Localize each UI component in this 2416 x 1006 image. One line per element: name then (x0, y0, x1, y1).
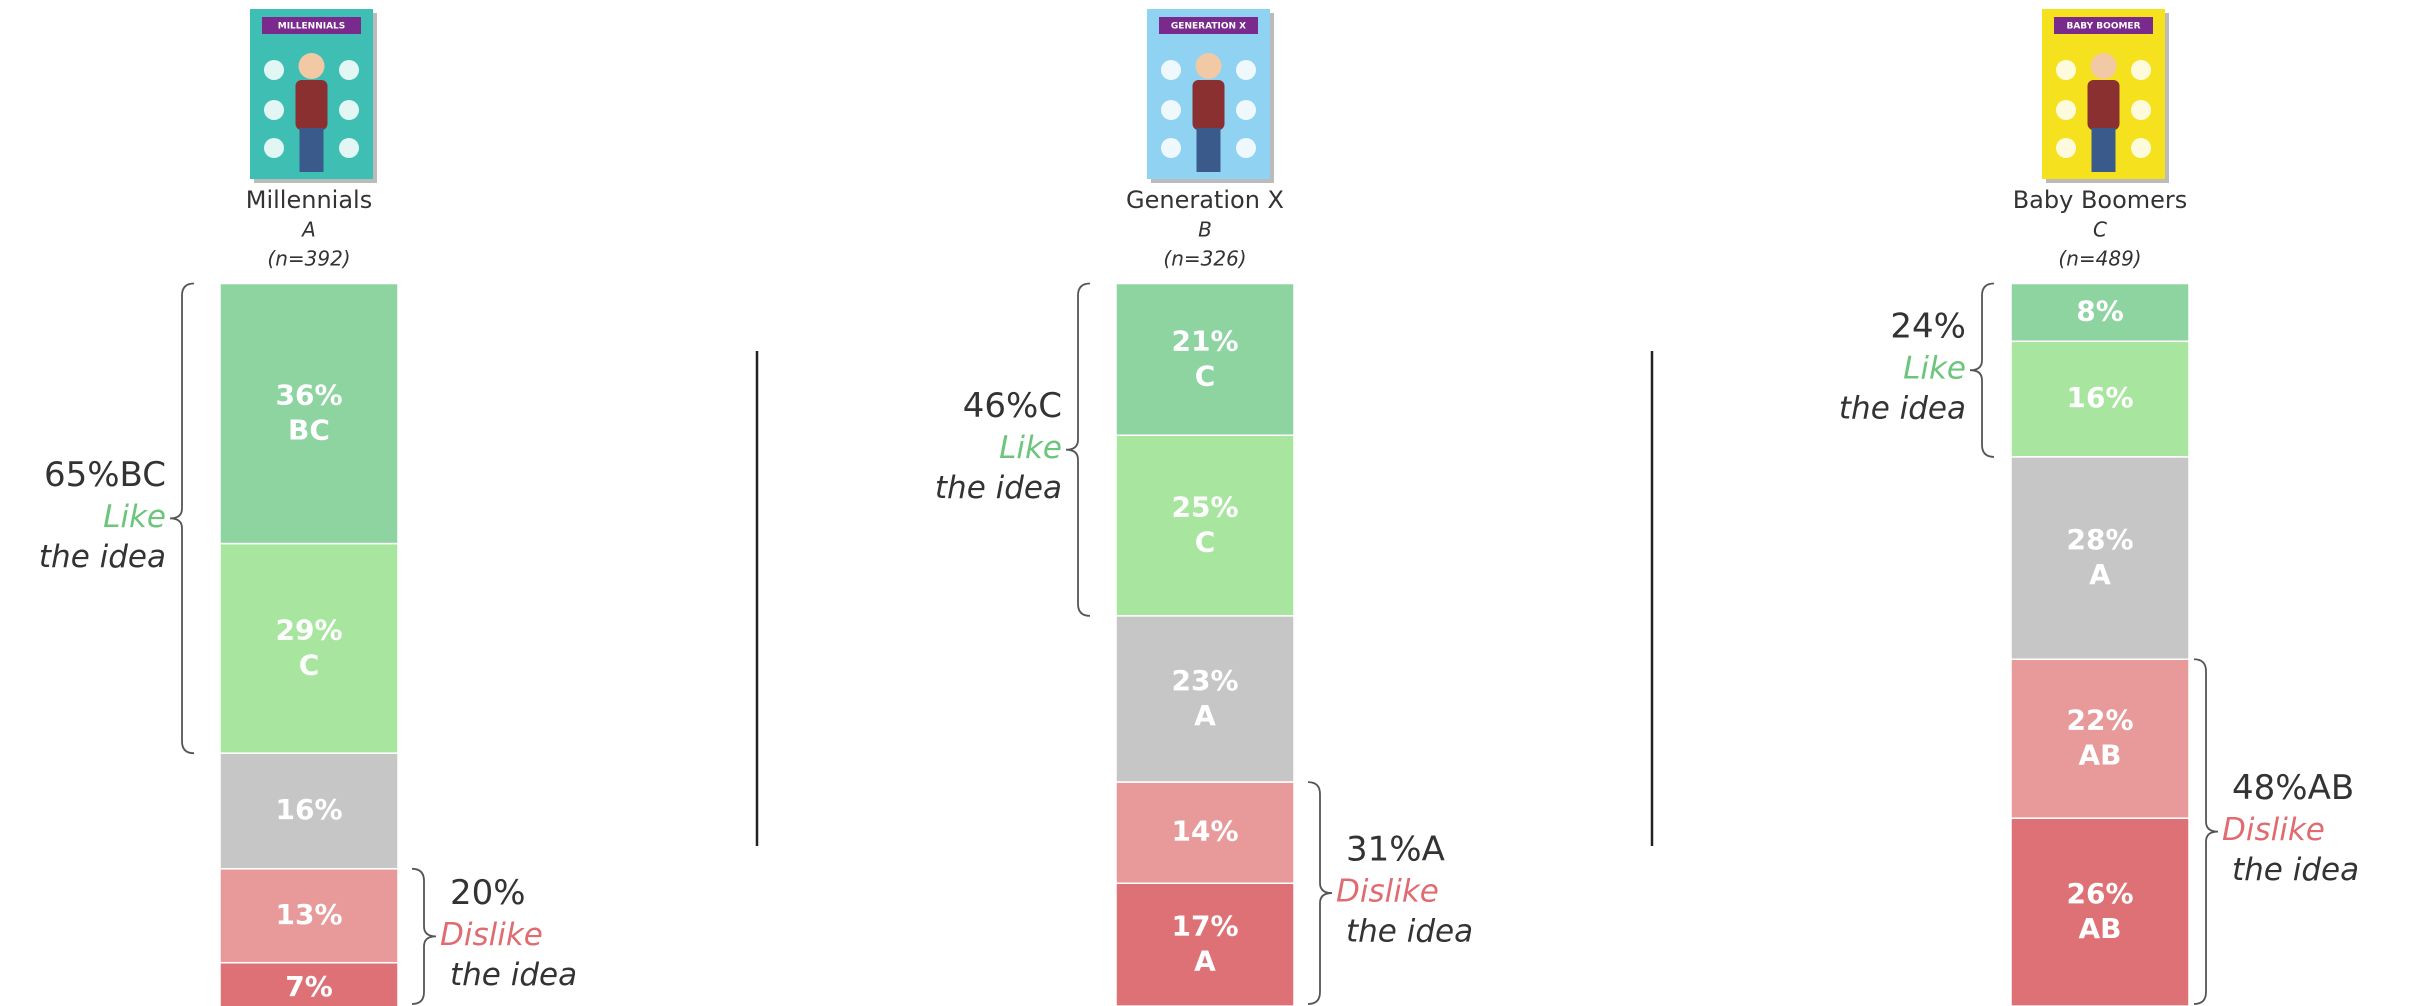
sig-label: C (1195, 526, 1216, 559)
poster-icon (2131, 138, 2151, 158)
poster-figure-body (296, 80, 328, 130)
annotation-label: the idea (450, 957, 577, 993)
annotation-value: 46%C (963, 386, 1062, 426)
group-title: Baby Boomers (2013, 186, 2188, 214)
group-title: Millennials (246, 186, 372, 214)
poster-icon (1161, 60, 1181, 80)
value-label: 22% (2066, 704, 2133, 737)
poster-icon (2056, 100, 2076, 120)
page: MILLENNIALSMillennialsA(n=392)36%BC29%C1… (0, 0, 2416, 1006)
chart: MILLENNIALSMillennialsA(n=392)36%BC29%C1… (0, 0, 2416, 1006)
bracket (2194, 659, 2218, 1004)
poster-icon (339, 138, 359, 158)
sig-label: AB (2078, 912, 2121, 945)
bracket (1066, 284, 1090, 616)
annotation-label: the idea (2232, 852, 2359, 888)
annotation-value: 48%AB (2232, 768, 2354, 808)
annotation-value: 65%BC (44, 455, 166, 495)
sig-label: C (299, 648, 320, 681)
value-label: 23% (1171, 664, 1238, 697)
bracket (170, 284, 194, 754)
group-n: (n=392) (267, 247, 350, 271)
value-label: 14% (1171, 815, 1238, 848)
poster-figure-head (299, 53, 325, 79)
sig-label: C (1195, 359, 1216, 392)
poster-icon (2131, 60, 2151, 80)
annotation-label: the idea (1839, 391, 1966, 427)
poster-label: MILLENNIALS (278, 22, 346, 32)
poster-figure-body (1193, 80, 1225, 130)
annotation-value: 24% (1890, 307, 1966, 347)
sig-label: A (2089, 558, 2111, 591)
annotation-label: the idea (935, 470, 1062, 506)
value-label: 28% (2066, 523, 2133, 556)
annotation-label: Dislike (440, 917, 543, 953)
sig-label: BC (288, 414, 330, 447)
group-letter: A (300, 218, 316, 242)
annotation-label: Like (999, 430, 1062, 466)
annotation-label: Like (1903, 351, 1966, 387)
poster-figure-legs (300, 128, 324, 172)
annotation-label: Dislike (1336, 874, 1439, 910)
poster-figure-head (2091, 53, 2117, 79)
annotation-label: Like (103, 499, 166, 535)
group-n: (n=326) (1163, 247, 1246, 271)
value-label: 8% (2076, 294, 2124, 327)
poster-icon (1161, 100, 1181, 120)
group-letter: C (2093, 218, 2107, 242)
poster-icon (2131, 100, 2151, 120)
poster-label: GENERATION X (1171, 22, 1246, 32)
poster-icon (1236, 60, 1256, 80)
group-letter: B (1198, 218, 1212, 242)
value-label: 26% (2066, 877, 2133, 910)
group-n: (n=489) (2058, 247, 2141, 271)
bracket (1308, 782, 1332, 1004)
value-label: 16% (275, 793, 342, 826)
value-label: 36% (275, 379, 342, 412)
annotation-label: Dislike (2222, 812, 2325, 848)
annotation-label: the idea (39, 539, 166, 575)
poster-figure-body (2088, 80, 2120, 130)
poster-icon (339, 100, 359, 120)
poster-figure-legs (2092, 128, 2116, 172)
poster-figure-head (1196, 53, 1222, 79)
poster-icon (1236, 138, 1256, 158)
value-label: 7% (285, 970, 333, 1003)
sig-label: A (1194, 699, 1216, 732)
poster-icon (339, 60, 359, 80)
annotation-value: 31%A (1346, 830, 1445, 870)
poster-icon (264, 138, 284, 158)
annotation-label: the idea (1346, 914, 1473, 950)
poster-icon (2056, 138, 2076, 158)
poster-icon (1161, 138, 1181, 158)
value-label: 21% (1171, 324, 1238, 357)
value-label: 25% (1171, 491, 1238, 524)
group-title: Generation X (1126, 186, 1284, 214)
poster-icon (264, 100, 284, 120)
bracket (1970, 284, 1994, 457)
sig-label: A (1194, 945, 1216, 978)
poster-icon (2056, 60, 2076, 80)
poster-figure-legs (1197, 128, 1221, 172)
poster-icon (264, 60, 284, 80)
value-label: 13% (275, 898, 342, 931)
value-label: 17% (1171, 910, 1238, 943)
sig-label: AB (2078, 739, 2121, 772)
poster-icon (1236, 100, 1256, 120)
value-label: 16% (2066, 381, 2133, 414)
poster-label: BABY BOOMER (2066, 22, 2140, 32)
annotation-value: 20% (450, 873, 526, 913)
bracket (412, 869, 436, 1004)
value-label: 29% (275, 613, 342, 646)
